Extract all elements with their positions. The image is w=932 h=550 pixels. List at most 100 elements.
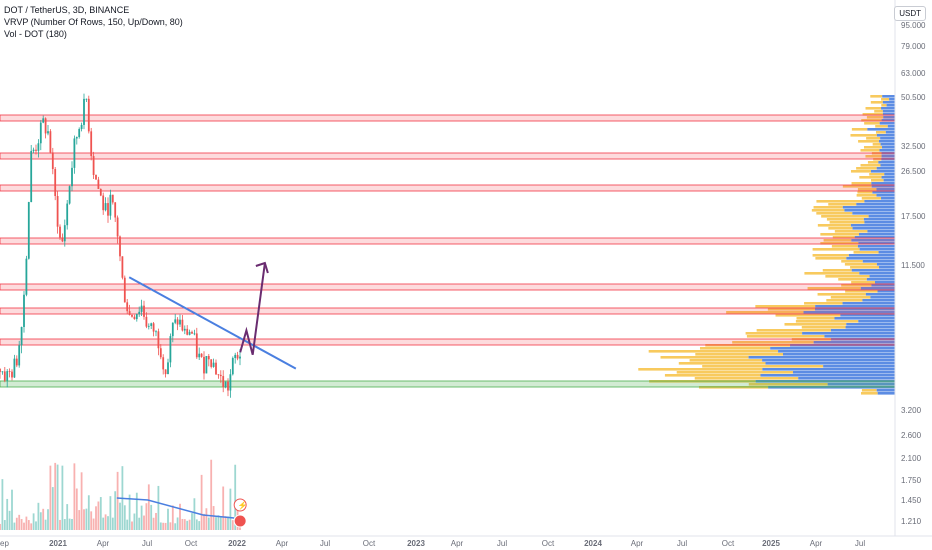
vrvp-down-bar [841,284,872,287]
vrvp-down-bar [861,197,882,200]
vrvp-indicator-label[interactable]: VRVP (Number Of Rows, 150, Up/Down, 80) [4,17,183,27]
vrvp-up-bar [880,164,895,167]
vrvp-up-bar [887,125,895,128]
vrvp-down-bar [813,206,843,209]
time-tick: 2024 [584,539,602,548]
vrvp-down-bar [732,341,814,344]
vrvp-up-bar [881,119,895,122]
flash-icon-glyph: ⚡ [238,500,248,510]
volume-bar [147,484,150,530]
candle-body [176,319,179,325]
currency-badge[interactable]: USDT [894,6,926,21]
level-zone [0,152,896,160]
volume-indicator-label[interactable]: Vol - DOT (180) [4,29,67,39]
candle-body [126,302,129,312]
price-tick: 11.500 [901,261,925,270]
volume-bar [109,496,112,530]
vrvp-up-bar [842,302,895,305]
vrvp-up-bar [876,188,895,191]
candle-body [99,188,102,196]
vrvp-down-bar [838,278,867,281]
candle-body [116,217,119,237]
volume-bar [71,518,73,530]
vrvp-down-bar [812,248,860,251]
vrvp-up-bar [876,263,895,266]
vrvp-down-bar [830,296,871,299]
vrvp-down-bar [807,287,861,290]
symbol-title[interactable]: DOT / TetherUS, 3D, BINANCE [4,5,130,15]
vrvp-up-bar [871,284,895,287]
volume-bar [97,501,100,530]
vrvp-up-bar [854,236,895,239]
vrvp-down-bar [823,239,852,242]
vrvp-up-bar [870,296,895,299]
time-tick: Apr [451,539,464,548]
candle-body [32,149,35,151]
vrvp-down-bar [676,371,793,374]
volume-bar [25,516,28,530]
candle-body [85,98,88,100]
candle-body [236,354,239,359]
volume-bar [75,488,78,530]
vrvp-down-bar [820,242,859,245]
volume-bar [207,517,210,530]
candle-body [73,138,76,168]
candle-body [121,256,124,278]
vrvp-down-bar [784,323,847,326]
candle-body [231,358,234,375]
vrvp-down-bar [796,317,835,320]
time-tick: 2025 [762,539,780,548]
vrvp-down-bar [870,95,883,98]
volume-bar [0,523,1,530]
volume-bar [78,510,81,530]
volume-bar [162,522,165,530]
vrvp-up-bar [886,104,895,107]
vrvp-up-bar [882,101,895,104]
vrvp-up-bar [866,278,895,281]
volume-bar [114,491,117,530]
price-tick: 1.210 [901,517,922,526]
candle-body [90,131,93,157]
vrvp-down-bar [865,107,882,110]
vrvp-up-bar [778,350,895,353]
volume-bar [13,522,16,530]
price-tick: 1.450 [901,496,922,505]
candle-body [157,331,160,349]
vrvp-down-bar [804,302,843,305]
candle-body [95,174,97,180]
vrvp-up-bar [867,128,895,131]
volume-bar [63,519,66,530]
vrvp-up-bar [856,203,895,206]
vrvp-up-bar [762,368,895,371]
candle-body [179,319,181,325]
vrvp-up-bar [885,131,895,134]
price-tick: 79.000 [901,42,926,51]
price-tick: 17.500 [901,212,926,221]
volume-bar [205,508,208,530]
vrvp-up-bar [815,308,895,311]
volume-bar [217,515,220,530]
candle-body [119,236,121,257]
level-zone [0,184,896,192]
volume-bar [215,517,217,530]
candle-body [222,376,225,388]
vrvp-down-bar [832,236,855,239]
volume-bar [49,465,52,530]
vrvp-up-bar [878,140,895,143]
volume-bar [23,522,25,530]
vrvp-up-bar [762,359,895,362]
volume-bar [128,494,131,530]
vrvp-up-bar [798,377,895,380]
candle-body [123,277,126,303]
vrvp-down-bar [664,374,761,377]
time-tick: Jul [855,539,865,548]
time-tick: Apr [276,539,289,548]
candle-body [66,203,69,226]
volume-bar [123,505,126,530]
vrvp-up-bar [881,176,895,179]
volume-bar [181,518,184,530]
volume-profile [638,95,895,395]
time-tick: Jul [320,539,330,548]
candle-body [188,331,191,335]
